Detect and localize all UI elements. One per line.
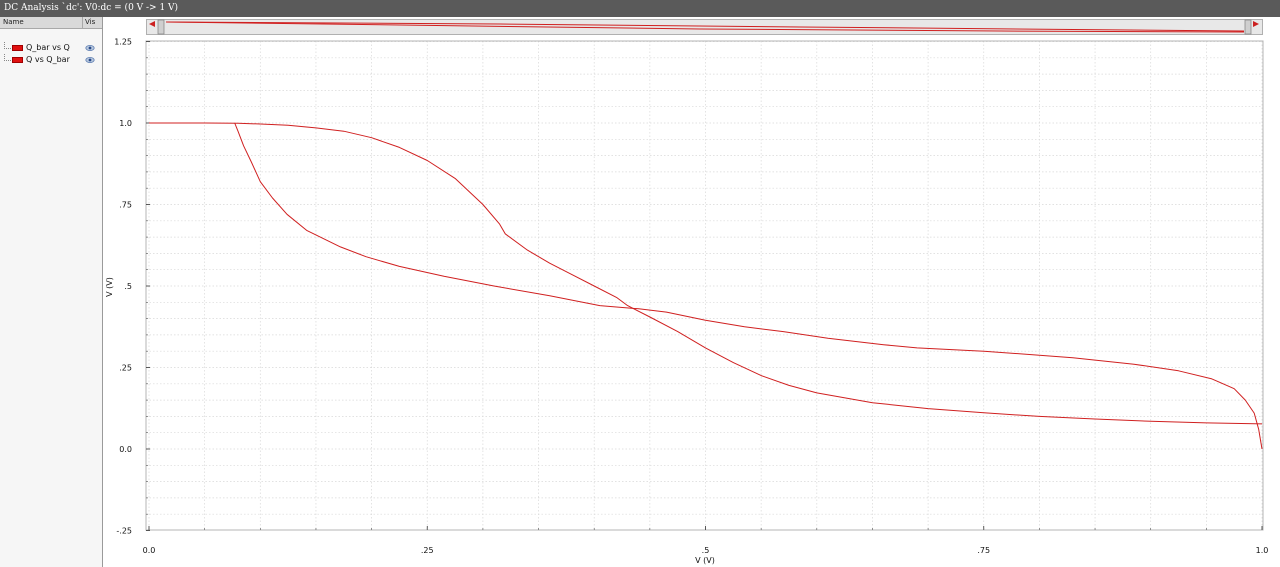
tree-connector <box>4 54 11 61</box>
x-tick-label: 0.0 <box>143 546 156 555</box>
overview-trace <box>165 21 1245 33</box>
tree-connector <box>4 42 11 49</box>
y-tick-label: -.25 <box>116 527 132 536</box>
overview-trace <box>165 21 1245 32</box>
y-tick-label: 0.0 <box>119 445 132 454</box>
scroll-left-arrow-icon[interactable] <box>149 21 155 27</box>
x-tick-label: .75 <box>977 546 990 555</box>
x-tick-label: .5 <box>702 546 710 555</box>
grid <box>146 41 1263 530</box>
y-tick-label: .5 <box>124 282 132 291</box>
series-line-q-vs-q-bar[interactable] <box>234 122 1263 450</box>
legend-item-q-vs-q-bar[interactable]: Q vs Q_bar <box>4 54 99 66</box>
legend-item-q-bar-vs-q[interactable]: Q_bar vs Q <box>4 42 99 54</box>
legend-header-name[interactable]: Name <box>3 18 24 26</box>
eye-icon[interactable] <box>85 54 95 66</box>
plot-area[interactable] <box>145 40 1264 531</box>
x-axis-label: V (V) <box>695 556 715 565</box>
scroll-left-handle[interactable] <box>157 19 165 35</box>
overview-strip <box>149 19 1259 35</box>
scroll-right-arrow-icon[interactable] <box>1253 21 1259 27</box>
legend-pane: Name Vis Q_bar vs Q Q vs Q_bar <box>0 17 103 567</box>
y-axis-label: V (V) <box>105 277 114 297</box>
x-tick-label: .25 <box>421 546 434 555</box>
legend-item-label: Q vs Q_bar <box>26 55 70 64</box>
scroll-right-handle[interactable] <box>1244 19 1252 35</box>
y-tick-label: 1.0 <box>119 119 132 128</box>
legend-item-label: Q_bar vs Q <box>26 43 70 52</box>
series-color-swatch <box>12 57 23 63</box>
y-tick-label: 1.25 <box>114 38 132 47</box>
y-tick-label: .75 <box>119 201 132 210</box>
eye-icon[interactable] <box>85 42 95 54</box>
series-color-swatch <box>12 45 23 51</box>
x-axis: 0.0 .25 .5 .75 1.0 <box>143 526 1269 555</box>
y-tick-label: .25 <box>119 364 132 373</box>
series-lines <box>149 122 1263 450</box>
legend-header: Name Vis <box>0 17 102 29</box>
series-line-q-bar-vs-q[interactable] <box>149 122 1263 425</box>
x-tick-label: 1.0 <box>1256 546 1269 555</box>
y-axis: 1.25 1.0 .75 .5 .25 0.0 -.25 <box>114 38 150 536</box>
legend-header-vis[interactable]: Vis <box>82 17 95 28</box>
window-title: DC Analysis `dc': V0:dc = (0 V -> 1 V) <box>0 0 1280 17</box>
